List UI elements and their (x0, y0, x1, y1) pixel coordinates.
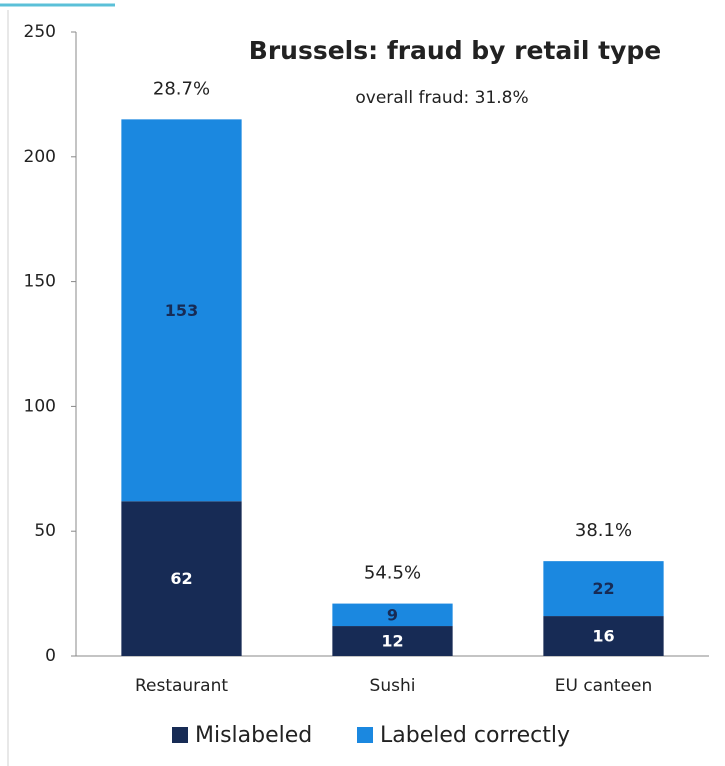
legend-label: Mislabeled (195, 723, 312, 748)
y-tick-label: 250 (24, 22, 56, 42)
bar-segment (332, 626, 453, 656)
legend-swatch (357, 727, 373, 743)
bar-annotation: 54.5% (364, 563, 421, 584)
value-label: 12 (381, 632, 403, 651)
value-label: 22 (592, 579, 614, 598)
bar-segment (332, 603, 453, 627)
x-tick-label: Sushi (370, 676, 416, 696)
bar-annotation: 28.7% (153, 78, 210, 99)
value-label: 62 (170, 569, 192, 588)
y-tick-label: 0 (45, 646, 56, 666)
y-tick-label: 100 (24, 396, 56, 416)
value-label: 153 (165, 301, 198, 320)
value-label: 16 (592, 627, 614, 646)
y-tick-label: 200 (24, 147, 56, 167)
y-tick-label: 50 (34, 521, 56, 541)
bar-segment (121, 119, 242, 502)
bar-segment (121, 501, 242, 656)
chart-subtitle: overall fraud: 31.8% (355, 88, 528, 108)
value-label: 9 (387, 605, 398, 624)
y-tick-label: 150 (24, 272, 56, 292)
chart-title: Brussels: fraud by retail type (249, 36, 661, 65)
bar-segment (543, 616, 664, 656)
x-tick-label: Restaurant (135, 676, 228, 696)
legend-label: Labeled correctly (380, 723, 570, 748)
legend-swatch (172, 727, 188, 743)
x-tick-label: EU canteen (555, 676, 652, 696)
bar-annotation: 38.1% (575, 520, 632, 541)
bar-segment (543, 561, 664, 617)
